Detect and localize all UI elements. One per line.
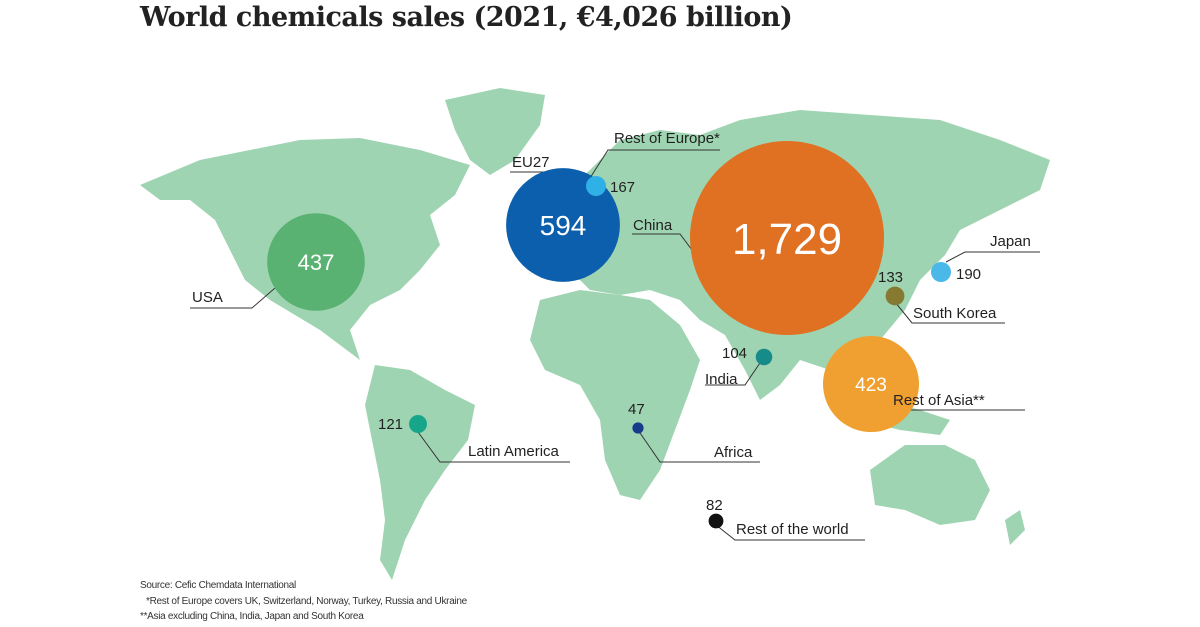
value-label: 594 xyxy=(540,210,587,241)
value-label: 437 xyxy=(298,250,335,275)
value-label: 167 xyxy=(610,179,635,196)
bubble-rest-of-the-world xyxy=(708,513,724,529)
region-label: South Korea xyxy=(913,305,997,322)
value-label: 1,729 xyxy=(732,215,842,264)
footnote-rest-of-asia: **Asia excluding China, India, Japan and… xyxy=(140,611,364,622)
bubble-latin-america xyxy=(409,415,427,433)
bubble-eu27 xyxy=(506,168,620,282)
value-label: 104 xyxy=(722,345,747,362)
bubble-usa xyxy=(267,213,365,311)
bubble-rest-of-asia xyxy=(823,336,919,432)
region-label: USA xyxy=(192,289,223,306)
region-label: Rest of Asia** xyxy=(893,392,985,409)
bubble-india xyxy=(755,348,773,366)
region-label: Latin America xyxy=(468,443,560,460)
region-label: India xyxy=(705,371,738,388)
new-zealand xyxy=(1005,510,1025,545)
region-label: Africa xyxy=(714,444,753,461)
region-label: Japan xyxy=(990,233,1031,250)
value-label: 190 xyxy=(956,266,981,283)
bubble-japan xyxy=(931,262,951,282)
source-note: Source: Cefic Chemdata International xyxy=(140,580,296,591)
africa xyxy=(530,290,700,500)
footnote-rest-of-europe: *Rest of Europe covers UK, Switzerland, … xyxy=(146,596,467,607)
south-america xyxy=(365,365,475,580)
land-masses xyxy=(140,88,1050,580)
region-label: Rest of Europe* xyxy=(614,130,720,147)
leader-lines xyxy=(190,149,1040,541)
region-label: Rest of the world xyxy=(736,521,849,538)
bubble-africa xyxy=(632,422,644,434)
australia xyxy=(870,445,990,525)
value-label: 47 xyxy=(628,401,645,418)
chart-title: World chemicals sales (2021, €4,026 bill… xyxy=(140,2,793,33)
value-label: 133 xyxy=(878,269,903,286)
bubble-rest-of-europe xyxy=(586,176,606,196)
region-label: EU27 xyxy=(512,154,550,171)
value-label: 121 xyxy=(378,416,403,433)
region-label: China xyxy=(633,217,673,234)
bubble-south-korea xyxy=(885,286,905,306)
bubble-china xyxy=(690,141,884,335)
greenland xyxy=(445,88,545,175)
value-label: 82 xyxy=(706,497,723,514)
value-label: 423 xyxy=(855,375,887,396)
